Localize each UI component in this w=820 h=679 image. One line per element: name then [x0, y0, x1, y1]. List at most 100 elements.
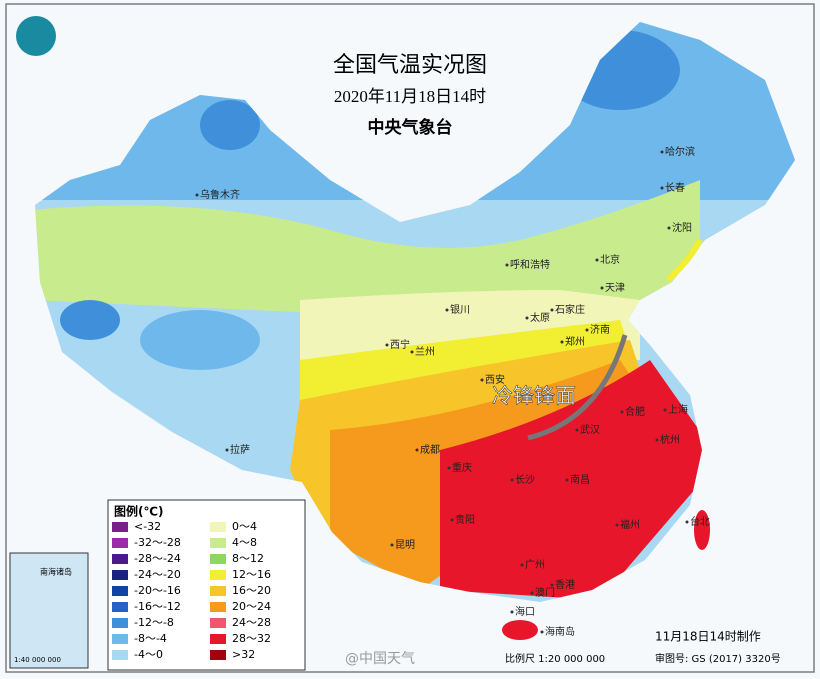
- date: 2020年11月18日14时: [334, 87, 486, 106]
- city-label: 上海: [668, 403, 688, 416]
- legend-swatch: [112, 634, 128, 644]
- made-time: 11月18日14时制作: [655, 630, 761, 644]
- city-dot: [600, 286, 604, 290]
- city-label: 太原: [530, 311, 550, 324]
- city-dot: [390, 543, 394, 547]
- city-label: 兰州: [415, 345, 435, 358]
- city-label: 哈尔滨: [665, 145, 695, 158]
- hainan: [502, 620, 538, 640]
- legend-swatch: [112, 586, 128, 596]
- legend-swatch: [112, 522, 128, 532]
- city-label: 西宁: [390, 338, 410, 351]
- legend-swatch: [210, 586, 226, 596]
- city-label: 银川: [450, 303, 470, 316]
- legend-swatch: [210, 554, 226, 564]
- city-label: 天津: [605, 282, 625, 294]
- city-dot: [540, 630, 544, 634]
- city-label: 海口: [515, 605, 535, 618]
- city-dot: [385, 343, 389, 347]
- legend-label: 24～28: [232, 616, 271, 629]
- legend-label: -8～-4: [134, 632, 167, 645]
- city-dot: [685, 520, 689, 524]
- city-label: 福州: [620, 518, 640, 531]
- legend-swatch: [112, 602, 128, 612]
- legend-swatch: [112, 554, 128, 564]
- front-label: 冷锋锋面: [492, 384, 576, 408]
- legend-swatch: [112, 650, 128, 660]
- city-dot: [655, 438, 659, 442]
- city-dot: [585, 328, 589, 332]
- city-dot: [510, 610, 514, 614]
- city-label: 成都: [420, 444, 440, 456]
- city-label: 杭州: [660, 433, 680, 446]
- city-dot: [660, 150, 664, 154]
- legend-title: 图例(℃): [114, 504, 164, 519]
- inset-title: 南海诸岛: [40, 567, 72, 577]
- legend-swatch: [210, 602, 226, 612]
- watermark: @中国天气: [345, 651, 415, 667]
- city-dot: [660, 186, 664, 190]
- scale: 比例尺 1:20 000 000: [505, 652, 605, 665]
- city-label: 石家庄: [555, 303, 585, 316]
- legend-label: -16～-12: [134, 600, 181, 613]
- city-label: 合肥: [625, 405, 645, 418]
- city-dot: [225, 448, 229, 452]
- city-label: 西安: [485, 373, 505, 386]
- legend-swatch: [210, 650, 226, 660]
- city-dot: [620, 410, 624, 414]
- city-dot: [450, 518, 454, 522]
- legend-label: 8～12: [232, 552, 264, 565]
- city-dot: [595, 258, 599, 262]
- legend-swatch: [210, 618, 226, 628]
- city-dot: [565, 478, 569, 482]
- city-dot: [505, 263, 509, 267]
- agency: 中央气象台: [368, 117, 453, 138]
- city-label: 乌鲁木齐: [200, 188, 240, 201]
- legend-label: -4～0: [134, 648, 163, 661]
- legend-label: -32～-28: [134, 536, 181, 549]
- city-dot: [575, 428, 579, 432]
- legend-label: 0～4: [232, 520, 257, 533]
- city-dot: [615, 523, 619, 527]
- city-label: 武汉: [580, 423, 600, 436]
- city-label: 北京: [600, 253, 620, 266]
- legend-label: -20～-16: [134, 584, 181, 597]
- city-label: 长沙: [515, 474, 535, 486]
- city-label: 重庆: [452, 461, 472, 474]
- city-dot: [550, 583, 554, 587]
- city-dot: [510, 478, 514, 482]
- city-dot: [560, 340, 564, 344]
- legend: 图例(℃) <-32 -32～-28 -28～-24 -24～-20 -20～-16 -1…: [107, 499, 306, 671]
- legend-swatch: [112, 618, 128, 628]
- legend-label: <-32: [134, 520, 161, 533]
- legend-label: 20～24: [232, 600, 271, 613]
- city-label: 长春: [665, 182, 685, 194]
- legend-swatch: [210, 522, 226, 532]
- city-dot: [530, 591, 534, 595]
- city-label: 贵阳: [455, 513, 475, 526]
- legend-label: 4～8: [232, 536, 257, 549]
- title: 全国气温实况图: [333, 53, 487, 78]
- city-label: 台北: [690, 515, 710, 528]
- legend-label: 12～16: [232, 568, 271, 581]
- legend-swatch: [210, 538, 226, 548]
- legend-label: 28～32: [232, 632, 271, 645]
- legend-label: -24～-20: [134, 568, 181, 581]
- city-label: 澳门: [535, 586, 555, 599]
- legend-label: -28～-24: [134, 552, 181, 565]
- city-dot: [195, 193, 199, 197]
- inset-scale: 1:40 000 000: [14, 656, 61, 664]
- legend-swatch: [210, 634, 226, 644]
- liaodong: [665, 238, 703, 283]
- legend-swatch: [112, 570, 128, 580]
- city-dot: [445, 308, 449, 312]
- city-label: 海南岛: [545, 625, 575, 638]
- city-label: 广州: [525, 559, 545, 571]
- legend-label: -12～-8: [134, 616, 174, 629]
- city-dot: [410, 350, 414, 354]
- city-label: 昆明: [395, 539, 415, 551]
- city-dot: [663, 408, 667, 412]
